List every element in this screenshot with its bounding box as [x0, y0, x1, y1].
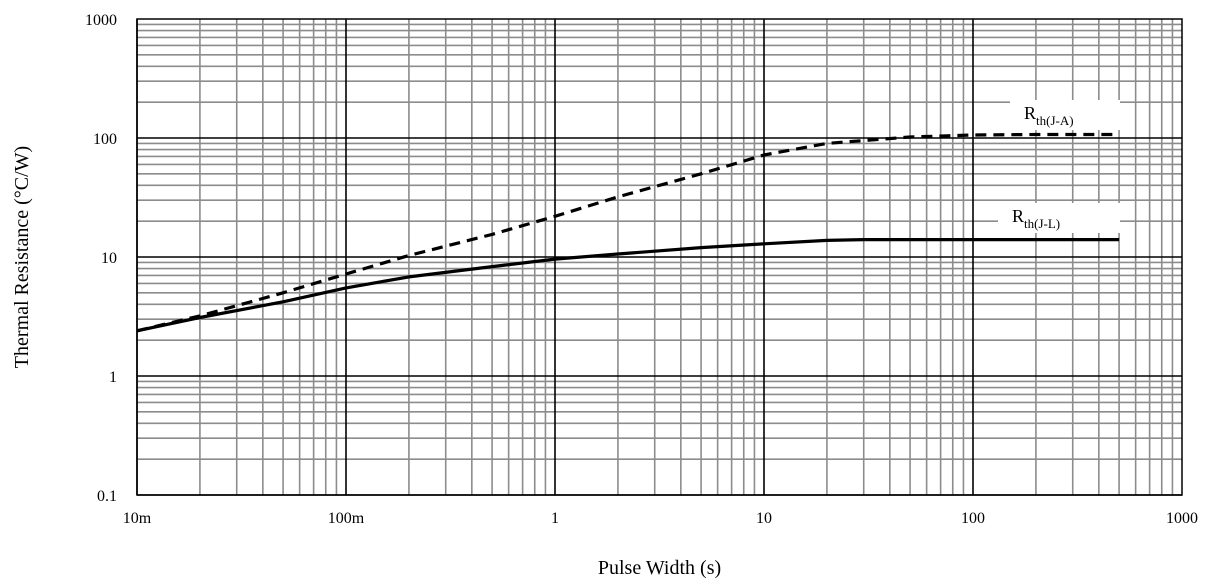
series-layer — [136, 132, 1120, 333]
x-tick-label: 10m — [123, 510, 152, 527]
series-label-box — [998, 203, 1120, 233]
y-axis-title: Thermal Resistance (°C/W) — [11, 146, 33, 368]
x-tick-label: 1 — [551, 510, 559, 527]
plot-frame — [136, 18, 1183, 496]
x-tick-label: 100m — [328, 510, 365, 527]
y-tick-label: 1000 — [85, 12, 117, 29]
x-tick-label: 1000 — [1166, 510, 1198, 527]
series-labels: Rth(J-A)Rth(J-L) — [998, 100, 1120, 233]
x-tick-labels: 10m 100m 1 10 100 1000 — [123, 510, 1198, 527]
series-label-box — [1010, 100, 1120, 130]
series-label-main: R — [1024, 103, 1036, 123]
series-label-subscript: th(J-A) — [1036, 113, 1074, 128]
series-line-th-j-a — [136, 132, 1120, 333]
series-label: Rth(J-L) — [1012, 206, 1060, 231]
x-tick-label: 10 — [756, 510, 772, 527]
y-tick-label: 100 — [93, 131, 117, 148]
y-tick-label: 0.1 — [97, 488, 117, 505]
series-label-main: R — [1012, 206, 1024, 226]
y-tick-label: 1 — [109, 369, 117, 386]
series-line-th-j-l — [136, 238, 1120, 333]
y-tick-label: 10 — [101, 250, 117, 267]
y-tick-labels: 0.1 1 10 100 1000 — [85, 12, 117, 505]
series-label-subscript: th(J-L) — [1024, 216, 1060, 231]
x-axis-title: Pulse Width (s) — [598, 557, 721, 579]
x-tick-label: 100 — [961, 510, 985, 527]
series-label: Rth(J-A) — [1024, 103, 1074, 128]
